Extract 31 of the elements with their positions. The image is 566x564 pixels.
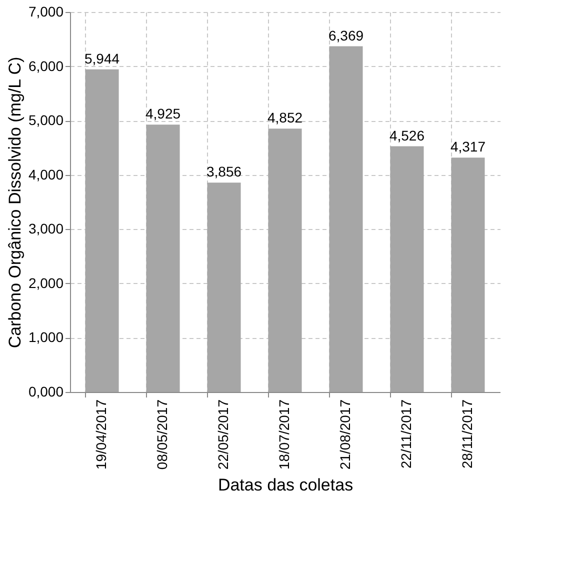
y-tick-label: 2,000 <box>28 274 64 291</box>
bar <box>451 158 485 392</box>
x-tick-label: 21/08/2017 <box>336 399 353 470</box>
y-tick-label: 3,000 <box>28 220 64 237</box>
data-label: 5,944 <box>84 50 120 66</box>
y-tick-label: 4,000 <box>28 166 64 182</box>
y-tick-label: 7,000 <box>28 4 64 20</box>
bar <box>329 46 363 392</box>
data-label: 3,856 <box>206 164 242 180</box>
data-label: 4,526 <box>389 127 425 144</box>
x-tick-label: 08/05/2017 <box>154 399 170 470</box>
bar <box>85 69 119 392</box>
x-tick-label: 19/04/2017 <box>93 399 110 470</box>
bar <box>390 146 424 392</box>
x-tick-label: 18/07/2017 <box>276 399 292 470</box>
data-label: 4,317 <box>450 138 486 155</box>
x-axis-title: Datas das coletas <box>218 476 354 495</box>
x-tick-label: 28/11/2017 <box>458 399 475 469</box>
data-label: 4,925 <box>145 106 181 122</box>
y-tick-label: 6,000 <box>28 58 64 74</box>
x-tick-label: 22/11/2017 <box>398 399 414 469</box>
bar <box>207 182 241 392</box>
bar <box>268 128 302 392</box>
y-axis-title: Carbono Orgânico Dissolvido (mg/L C) <box>5 56 24 348</box>
y-tick-label: 5,000 <box>28 112 64 128</box>
data-label: 4,852 <box>267 110 303 126</box>
y-tick-label: 0,000 <box>28 384 64 400</box>
x-tick-label: 22/05/2017 <box>215 399 232 470</box>
y-tick-label: 1,000 <box>28 329 64 346</box>
data-label: 6,369 <box>328 27 364 44</box>
bar <box>146 124 180 392</box>
